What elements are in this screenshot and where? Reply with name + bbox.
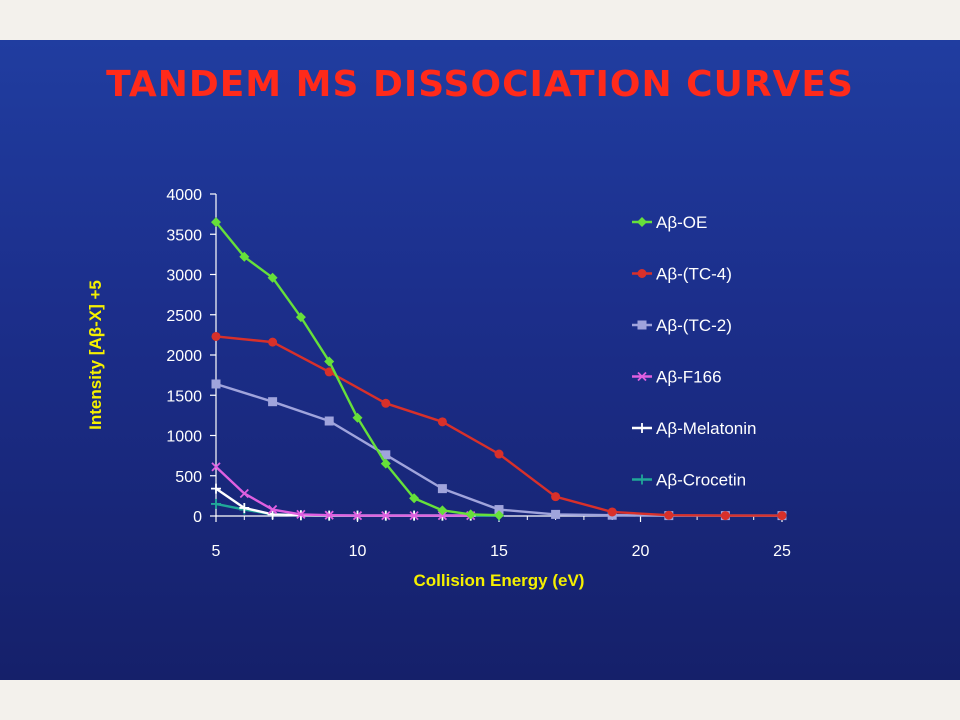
slide: TANDEM MS DISSOCIATION CURVES	[0, 40, 960, 680]
data-point	[295, 312, 306, 323]
data-point	[777, 511, 787, 521]
y-tick-label: 2500	[166, 308, 202, 325]
legend-item: Aβ-OE	[632, 213, 707, 232]
data-point	[211, 331, 221, 341]
data-point	[324, 510, 334, 520]
legend-label: Aβ-(TC-4)	[656, 265, 732, 284]
legend-item: Aβ-Melatonin	[632, 419, 757, 438]
legend-marker	[637, 320, 647, 330]
slide-title: TANDEM MS DISSOCIATION CURVES	[106, 64, 854, 105]
y-tick-label: 2000	[166, 348, 202, 365]
data-point	[664, 510, 674, 520]
data-point	[409, 493, 420, 504]
data-point	[267, 504, 278, 515]
data-point	[211, 379, 221, 389]
y-tick-label: 3500	[166, 227, 202, 244]
data-point	[239, 502, 250, 513]
series-Aβ-OE	[211, 217, 504, 521]
data-point	[324, 367, 334, 377]
data-point	[239, 251, 250, 262]
data-point	[437, 484, 447, 494]
data-point	[551, 492, 561, 502]
data-point	[551, 509, 561, 519]
data-point	[494, 449, 504, 459]
y-tick-label: 4000	[166, 187, 202, 204]
data-point	[437, 505, 448, 516]
x-tick-label: 5	[212, 543, 221, 560]
data-point	[409, 510, 419, 521]
y-tick-label: 3000	[166, 268, 202, 285]
data-point	[296, 509, 306, 520]
legend-label: Aβ-F166	[656, 368, 722, 387]
legend-marker	[637, 217, 647, 227]
legend-item: Aβ-F166	[632, 368, 722, 387]
legend-marker	[637, 423, 647, 433]
y-tick-label: 500	[175, 469, 202, 486]
series-line	[215, 466, 471, 517]
data-point	[720, 511, 730, 521]
data-point	[381, 510, 391, 521]
data-point	[437, 510, 448, 521]
data-point	[211, 498, 221, 509]
data-point	[607, 507, 617, 517]
data-point	[437, 417, 447, 427]
legend-marker	[637, 269, 647, 278]
data-point	[211, 462, 221, 472]
y-tick-label: 0	[193, 509, 202, 526]
data-point	[494, 505, 504, 515]
series-line	[215, 221, 500, 517]
data-point	[324, 356, 335, 367]
data-point	[268, 397, 278, 407]
legend: Aβ-OE Aβ-(TC-4) Aβ-(TC-2) Aβ-F166 Aβ-Melaton…	[632, 213, 757, 490]
series-Aβ-(TC-4)	[211, 331, 787, 521]
data-point	[267, 509, 278, 520]
legend-label: Aβ-Crocetin	[656, 471, 746, 490]
x-axis-title: Collision Energy (eV)	[414, 571, 585, 590]
data-point	[381, 398, 391, 408]
data-point	[352, 510, 363, 521]
legend-label: Aβ-OE	[656, 213, 707, 232]
data-point	[239, 488, 249, 499]
y-axis-title: Intensity [Aβ-X] +5	[86, 280, 105, 430]
data-point	[381, 450, 391, 460]
legend-marker	[637, 474, 647, 485]
legend-item: Aβ-Crocetin	[632, 471, 746, 490]
legend-label: Aβ-Melatonin	[656, 419, 757, 438]
legend-item: Aβ-(TC-4)	[632, 265, 732, 284]
legend-marker	[637, 371, 647, 382]
data-point	[352, 412, 363, 423]
y-tick-label: 1500	[166, 388, 202, 405]
data-point	[324, 416, 334, 426]
x-axis-ticks: 5 10 15 20 25	[212, 516, 791, 560]
x-tick-label: 10	[349, 543, 367, 560]
legend-item: Aβ-(TC-2)	[632, 316, 732, 335]
data-point	[268, 337, 278, 347]
data-point	[211, 217, 221, 228]
series-layer	[211, 217, 787, 521]
data-point	[465, 509, 476, 520]
y-axis-ticks: 0 500 1000 1500 2000 2500 3000 3500 4000	[166, 187, 216, 526]
x-tick-label: 20	[632, 543, 650, 560]
data-point	[211, 483, 221, 494]
data-point	[267, 272, 278, 283]
data-point	[380, 458, 391, 469]
x-tick-label: 15	[490, 543, 508, 560]
x-tick-label: 25	[773, 543, 791, 560]
data-point	[494, 510, 504, 521]
y-tick-label: 1000	[166, 429, 202, 446]
legend-label: Aβ-(TC-2)	[656, 316, 732, 335]
